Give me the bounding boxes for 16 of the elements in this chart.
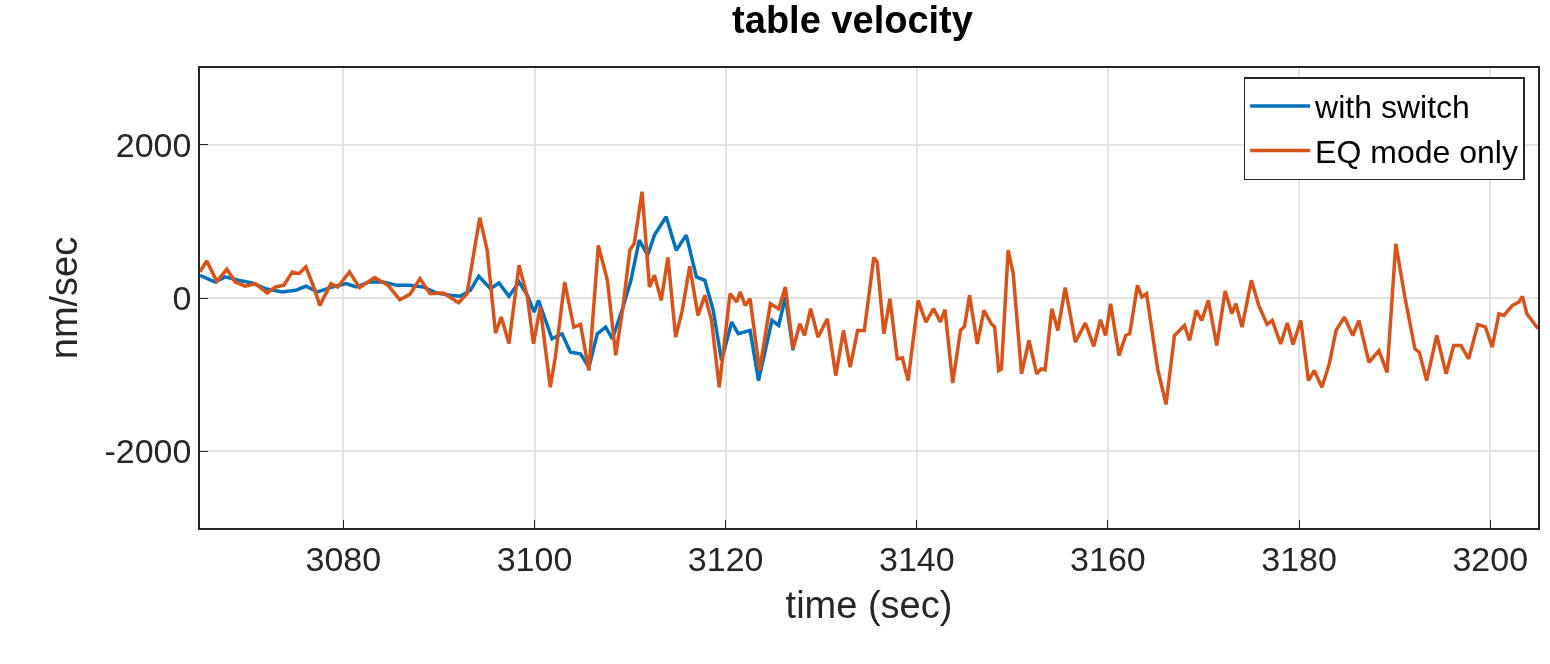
x-tick-label: 3200	[1452, 539, 1529, 578]
legend-label: with switch	[1314, 89, 1470, 126]
y-tick-label: 2000	[115, 125, 192, 164]
y-axis-title: nm/sec	[43, 236, 86, 360]
x-tick-label: 3160	[1070, 539, 1146, 578]
x-tick-label: 3180	[1261, 539, 1337, 578]
x-tick-label: 3120	[687, 539, 764, 578]
line-series	[200, 189, 1538, 407]
legend-label: EQ mode only	[1315, 134, 1518, 171]
chart-title: table velocity	[732, 0, 973, 42]
x-tick-label: 3080	[305, 539, 382, 578]
x-tick-label: 3100	[496, 539, 573, 578]
x-tick-label: 3140	[878, 539, 955, 578]
y-tick-label: 0	[172, 278, 192, 317]
y-tick-label: -2000	[104, 432, 192, 471]
x-axis-title: time (sec)	[785, 584, 953, 627]
